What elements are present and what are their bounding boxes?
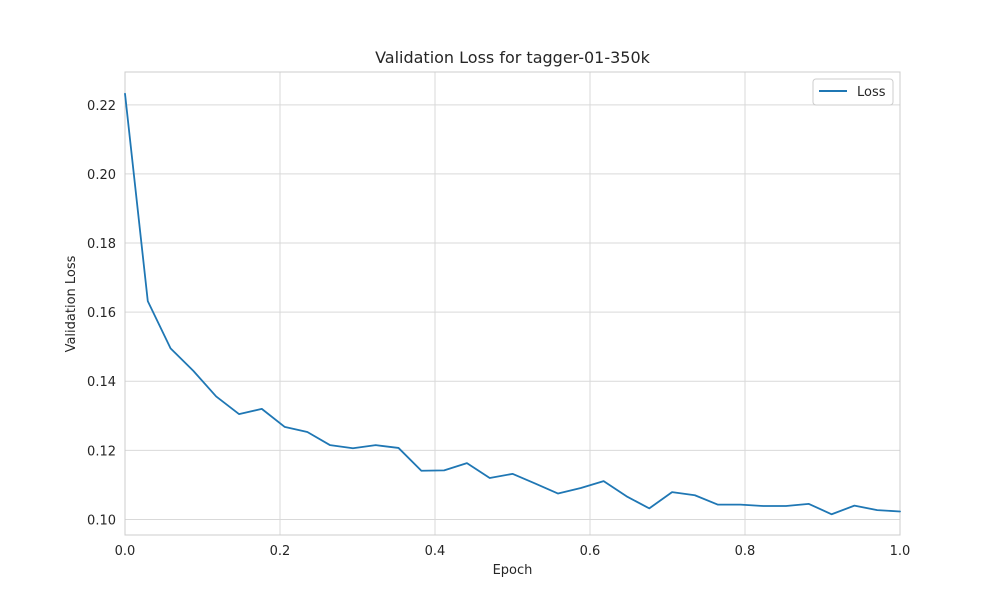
- y-tick-labels: 0.10 0.12 0.14 0.16 0.18 0.20 0.22: [87, 99, 116, 529]
- data-point: [511, 472, 515, 476]
- data-point: [260, 407, 264, 411]
- data-point: [693, 493, 697, 497]
- data-point: [214, 394, 218, 398]
- legend-label-loss: Loss: [857, 85, 886, 100]
- data-point: [670, 490, 674, 494]
- plot-frame: [124, 71, 901, 536]
- legend-box: [812, 78, 894, 106]
- x-tick-labels: 0.0 0.2 0.4 0.6 0.8 1.0: [115, 544, 911, 559]
- data-point: [807, 502, 811, 506]
- data-point: [305, 430, 309, 434]
- y-axis-label: Validation Loss: [64, 255, 79, 352]
- data-point: [761, 504, 765, 508]
- y-tick-label: 0.14: [87, 375, 116, 390]
- data-point: [602, 479, 606, 483]
- x-tick-label: 0.8: [735, 544, 756, 559]
- x-tick-label: 0.4: [425, 544, 446, 559]
- y-tick-label: 0.12: [87, 444, 116, 459]
- x-tick-label: 0.0: [115, 544, 136, 559]
- y-tick-label: 0.16: [87, 306, 116, 321]
- data-point: [169, 346, 173, 350]
- data-point: [647, 506, 651, 510]
- data-point: [784, 504, 788, 508]
- data-point: [351, 446, 355, 450]
- series-line-loss: [124, 92, 901, 516]
- y-tick-label: 0.10: [87, 513, 116, 528]
- data-point: [191, 369, 195, 373]
- data-point: [852, 504, 856, 508]
- series-layer: [123, 92, 902, 516]
- data-point: [123, 92, 127, 96]
- data-point: [283, 425, 287, 429]
- x-tick-label: 0.2: [270, 544, 291, 559]
- data-point: [738, 503, 742, 507]
- y-tick-label: 0.22: [87, 99, 116, 114]
- data-point: [465, 461, 469, 465]
- x-axis-label: Epoch: [493, 563, 533, 578]
- data-point: [830, 512, 834, 516]
- plot-area: [125, 72, 900, 535]
- y-tick-label: 0.18: [87, 237, 116, 252]
- x-tick-label: 0.6: [580, 544, 601, 559]
- data-point: [374, 443, 378, 447]
- data-point: [556, 492, 560, 496]
- data-point: [396, 446, 400, 450]
- data-point: [579, 486, 583, 490]
- data-point: [328, 443, 332, 447]
- data-point: [898, 510, 902, 514]
- y-tick-label: 0.20: [87, 168, 116, 183]
- grid-lines: [124, 72, 901, 535]
- data-point: [625, 494, 629, 498]
- data-point: [716, 503, 720, 507]
- x-tick-label: 1.0: [890, 544, 911, 559]
- data-point: [237, 412, 241, 416]
- data-point: [419, 469, 423, 473]
- data-point: [533, 482, 537, 486]
- data-point: [488, 476, 492, 480]
- data-point: [146, 299, 150, 303]
- legend: Loss: [812, 78, 894, 106]
- data-point: [442, 468, 446, 472]
- data-point: [875, 508, 879, 512]
- chart-title: Validation Loss for tagger-01-350k: [375, 48, 651, 67]
